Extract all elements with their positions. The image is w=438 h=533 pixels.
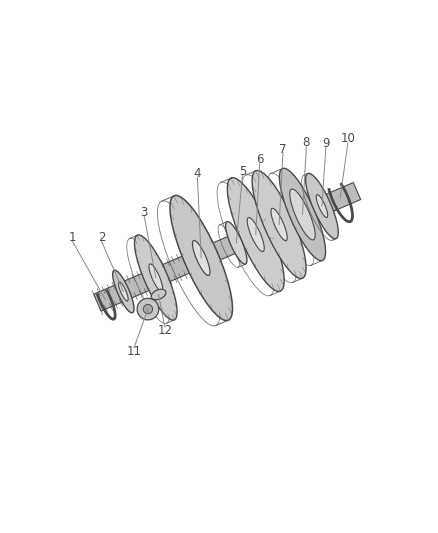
Text: 3: 3 (141, 206, 148, 219)
Polygon shape (94, 182, 361, 311)
Text: 6: 6 (256, 154, 263, 166)
Ellipse shape (279, 168, 325, 261)
Text: 4: 4 (194, 167, 201, 180)
Text: 2: 2 (98, 231, 106, 244)
Text: 12: 12 (157, 324, 172, 337)
Text: 10: 10 (340, 133, 355, 146)
Ellipse shape (134, 235, 177, 320)
Text: 5: 5 (239, 165, 246, 178)
Ellipse shape (226, 222, 247, 264)
Ellipse shape (151, 289, 166, 300)
Ellipse shape (227, 177, 284, 292)
Ellipse shape (271, 208, 287, 241)
Ellipse shape (290, 189, 315, 240)
Ellipse shape (252, 171, 306, 279)
Text: 8: 8 (303, 136, 310, 149)
Ellipse shape (113, 270, 134, 313)
Ellipse shape (316, 195, 328, 217)
Text: 7: 7 (279, 142, 287, 156)
Text: 1: 1 (69, 231, 76, 244)
Ellipse shape (247, 217, 264, 252)
Circle shape (137, 298, 159, 320)
Ellipse shape (119, 282, 128, 301)
Circle shape (143, 304, 152, 314)
Text: 9: 9 (322, 137, 329, 150)
Ellipse shape (170, 196, 233, 320)
Ellipse shape (149, 264, 162, 291)
Text: 11: 11 (127, 345, 141, 358)
Ellipse shape (306, 173, 338, 239)
Ellipse shape (192, 240, 210, 276)
Ellipse shape (294, 197, 311, 232)
